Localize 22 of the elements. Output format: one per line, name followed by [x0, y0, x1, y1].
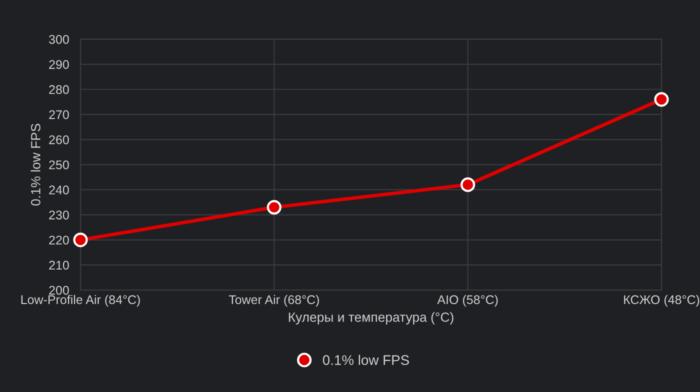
x-axis-title: Кулеры и температура (°C) [288, 312, 454, 324]
y-tick-label: 200 [49, 286, 69, 295]
y-tick-label: 250 [49, 160, 69, 170]
y-tick-label: 260 [49, 135, 69, 144]
point [460, 177, 476, 192]
x-tick-label: КСЖО (48°C) [624, 294, 700, 307]
point [73, 232, 88, 248]
point [266, 200, 282, 215]
x-tick-label: Low-Profile Air (84°C) [21, 294, 140, 307]
point [654, 92, 669, 107]
y-tick-label: 210 [49, 260, 69, 270]
y-tick-label: 220 [49, 236, 69, 245]
x-tick-label: AIO (58°C) [437, 294, 498, 307]
x-tick-label: Tower Air (68°C) [228, 294, 319, 307]
y-tick-label: 240 [49, 186, 69, 194]
y-axis-title: 0.1% low FPS [30, 124, 40, 206]
y-tick-label: 230 [49, 210, 69, 220]
legend-label: 0.1% low FPS [322, 354, 409, 365]
y-tick-label: 300 [49, 35, 69, 44]
y-tick-label: 280 [49, 85, 69, 94]
y-tick-label: 290 [49, 60, 69, 69]
y-tick-label: 270 [49, 110, 69, 120]
